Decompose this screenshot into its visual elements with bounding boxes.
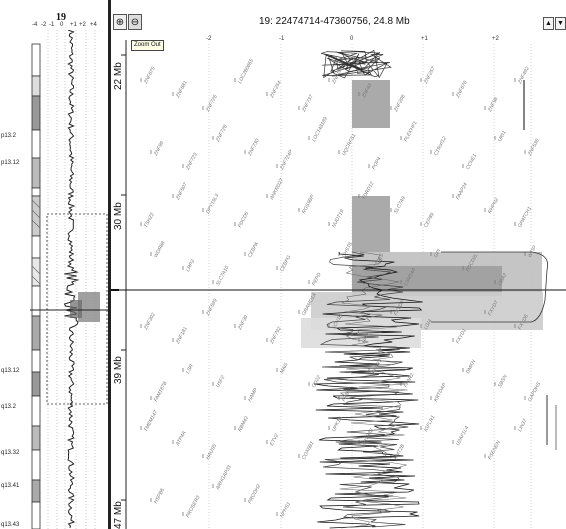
axis-tick: +2	[492, 36, 499, 42]
zoom-out-icon: ⊖	[130, 16, 140, 28]
axis-tick: -1	[279, 36, 285, 42]
chromosome-overview-panel[interactable]: 19 -4 -2 -1 0 +1 +2 +4 p13.2 p13.12 q13.…	[0, 0, 110, 529]
panel-splitter[interactable]	[108, 0, 111, 529]
down-arrow-icon: ▼	[557, 20, 564, 27]
zoom-out-tooltip: Zoom Out	[131, 40, 164, 51]
region-detail-panel[interactable]: ⊕ ⊖ Zoom Out 19: 22474714-47360756, 24.8…	[111, 0, 566, 529]
current-region-box	[46, 213, 108, 405]
band-label: p13.12	[1, 160, 20, 166]
axis-tick: +1	[421, 36, 428, 42]
band-label: q13.43	[1, 522, 20, 528]
band-label: q13.12	[1, 368, 20, 374]
up-arrow-icon: ▲	[545, 20, 552, 27]
zoom-in-button[interactable]: ⊕	[113, 14, 127, 30]
scroll-up-button[interactable]: ▲	[543, 17, 554, 30]
band-label: q13.2	[1, 404, 17, 410]
overview-axis-ticks: -4 -2 -1 0 +1 +2 +4	[32, 22, 110, 30]
band-label: q13.32	[1, 450, 20, 456]
zoom-out-button[interactable]: ⊖	[128, 14, 142, 30]
overview-tick: 0	[60, 22, 64, 28]
overview-tick: +2	[79, 22, 86, 28]
overview-tick: -4	[32, 22, 38, 28]
chromosome-ideogram[interactable]	[0, 30, 110, 529]
overview-tick: -2	[41, 22, 47, 28]
overview-tick: -1	[49, 22, 55, 28]
band-label: p13.2	[1, 133, 17, 139]
axis-tick: -2	[206, 36, 212, 42]
region-title: 19: 22474714-47360756, 24.8 Mb	[259, 16, 410, 27]
band-label: q13.41	[1, 483, 20, 489]
signal-plot[interactable]	[111, 0, 566, 529]
zoom-in-icon: ⊕	[115, 16, 125, 28]
axis-tick: 0	[350, 36, 354, 42]
overview-tick: +1	[70, 22, 77, 28]
overview-tick: +4	[90, 22, 97, 28]
chromosome-number: 19	[56, 12, 66, 23]
